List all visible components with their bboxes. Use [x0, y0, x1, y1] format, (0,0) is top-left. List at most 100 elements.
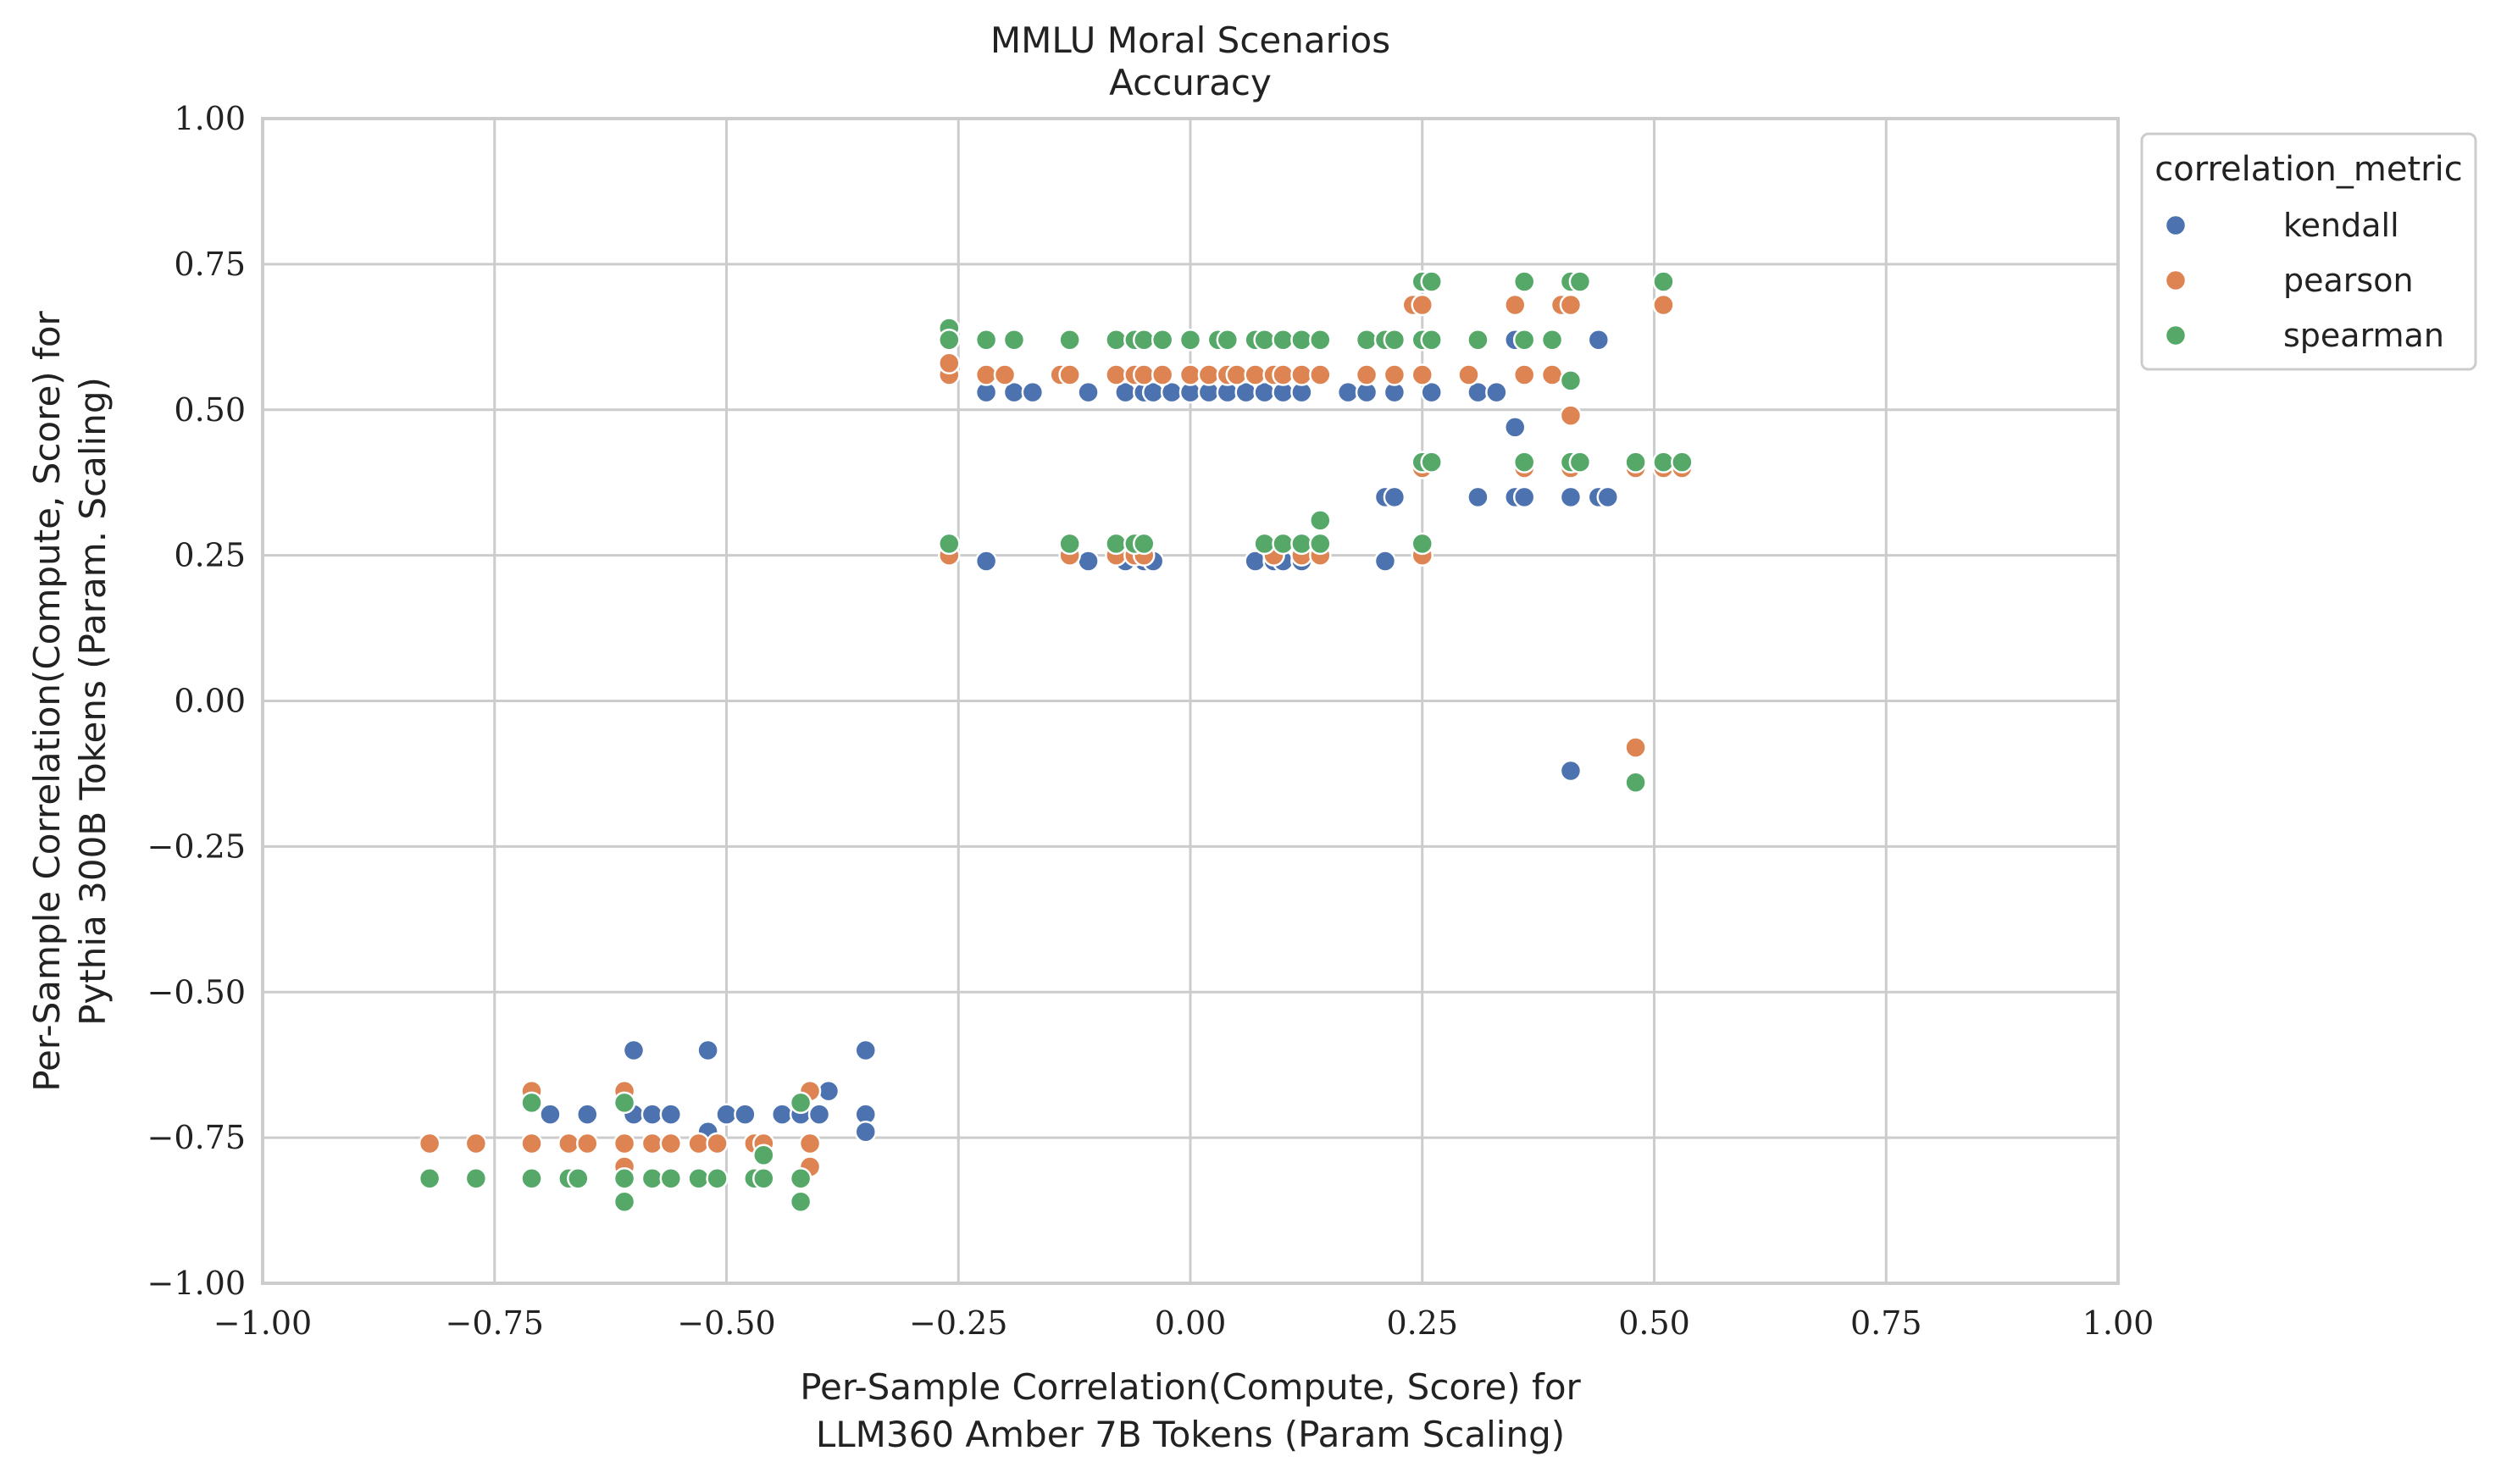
- spearman-point: [1512, 329, 1536, 352]
- kendall-point: [854, 1038, 877, 1062]
- kendall-point: [539, 1103, 562, 1126]
- spearman-point: [1568, 270, 1592, 293]
- spearman-point: [1133, 329, 1156, 352]
- data-points: [418, 270, 1694, 1213]
- pearson-point: [938, 352, 961, 374]
- kendall-point: [1383, 485, 1406, 509]
- spearman-point: [789, 1091, 812, 1115]
- spearman-point: [752, 1167, 775, 1190]
- pearson-point: [1272, 363, 1295, 386]
- kendall-point: [1512, 485, 1536, 509]
- spearman-point: [789, 1167, 812, 1190]
- x-tick-label: −0.75: [446, 1304, 544, 1342]
- pearson-point: [1290, 363, 1313, 386]
- pearson-point: [1504, 293, 1527, 317]
- legend-label-kendall: kendall: [2283, 207, 2399, 244]
- pearson-point: [1652, 293, 1675, 317]
- spearman-point: [1624, 451, 1647, 473]
- y-tick-label: −0.50: [147, 973, 246, 1011]
- kendall-point: [1587, 329, 1611, 352]
- legend-marker-spearman: [2164, 324, 2188, 347]
- y-tick-label: −0.75: [147, 1119, 246, 1156]
- pearson-point: [464, 1132, 488, 1155]
- kendall-point: [1077, 550, 1100, 573]
- kendall-point: [715, 1103, 738, 1126]
- spearman-point: [1568, 451, 1592, 473]
- kendall-point: [1373, 550, 1397, 573]
- legend: correlation_metric kendall pearson spearma…: [2140, 132, 2477, 371]
- spearman-point: [1272, 532, 1295, 556]
- y-axis-label-line2: Pythia 300B Tokens (Param. Scaling): [72, 377, 114, 1026]
- legend-label-pearson: pearson: [2283, 262, 2414, 299]
- y-tick-labels: −1.00 −0.75 −0.50 −0.25 0.00 0.25 0.50 0.75 1.00: [147, 100, 246, 1302]
- kendall-point: [1485, 380, 1508, 404]
- y-tick-label: −1.00: [147, 1265, 246, 1302]
- spearman-point: [1467, 329, 1489, 352]
- pearson-point: [520, 1132, 543, 1155]
- plot-frame: [261, 117, 2120, 1285]
- kendall-point: [1596, 485, 1619, 509]
- spearman-point: [1216, 329, 1239, 352]
- spearman-point: [520, 1167, 543, 1190]
- spearman-point: [1420, 329, 1443, 352]
- x-tick-labels: −1.00 −0.75 −0.50 −0.25 0.00 0.25 0.50 0.75 1.00: [214, 1304, 2154, 1342]
- pearson-point: [798, 1132, 822, 1155]
- x-tick-label: 0.50: [1618, 1304, 1690, 1342]
- spearman-point: [1290, 532, 1313, 556]
- pearson-point: [613, 1132, 636, 1155]
- spearman-point: [567, 1167, 590, 1190]
- spearman-point: [1178, 329, 1202, 352]
- spearman-point: [1652, 270, 1675, 293]
- pearson-point: [993, 363, 1017, 386]
- pearson-point: [1244, 363, 1267, 386]
- legend-marker-pearson: [2164, 269, 2188, 292]
- x-tick-label: 1.00: [2082, 1304, 2154, 1342]
- kendall-point: [1559, 485, 1583, 509]
- kendall-point: [1559, 759, 1583, 783]
- pearson-point: [1411, 293, 1434, 317]
- kendall-point: [734, 1103, 757, 1126]
- x-tick-label: 0.25: [1386, 1304, 1458, 1342]
- kendall-point: [640, 1103, 664, 1126]
- spearman-point: [1058, 532, 1081, 556]
- spearman-point: [1105, 532, 1128, 556]
- pearson-point: [418, 1132, 441, 1155]
- pearson-point: [1540, 363, 1564, 386]
- kendall-point: [807, 1103, 831, 1126]
- kendall-point: [1504, 416, 1527, 439]
- pearson-point: [1512, 363, 1536, 386]
- x-axis-label-line1: Per-Sample Correlation(Compute, Score) f…: [800, 1366, 1581, 1408]
- series-kendall: [539, 329, 1619, 1143]
- kendall-point: [817, 1079, 840, 1103]
- pearson-point: [1105, 363, 1128, 386]
- pearson-point: [687, 1132, 710, 1155]
- legend-marker-kendall: [2164, 213, 2188, 237]
- chart-subtitle: Accuracy: [1109, 62, 1272, 103]
- spearman-point: [1253, 532, 1276, 556]
- series-pearson: [418, 293, 1694, 1178]
- pearson-point: [1624, 736, 1647, 759]
- pearson-point: [1457, 363, 1480, 386]
- pearson-point: [1197, 363, 1221, 386]
- pearson-point: [659, 1132, 683, 1155]
- spearman-point: [1383, 329, 1406, 352]
- x-tick-label: 0.00: [1155, 1304, 1227, 1342]
- legend-title: correlation_metric: [2154, 150, 2462, 189]
- chart-title: MMLU Moral Scenarios: [990, 19, 1390, 61]
- x-axis-label-line2: LLM360 Amber 7B Tokens (Param Scaling): [816, 1414, 1565, 1455]
- kendall-point: [1467, 485, 1489, 509]
- spearman-point: [1355, 329, 1378, 352]
- spearman-point: [1652, 451, 1675, 473]
- spearman-point: [1309, 509, 1332, 532]
- y-tick-label: 0.50: [174, 391, 246, 429]
- pearson-point: [1309, 363, 1332, 386]
- pearson-point: [557, 1132, 580, 1155]
- spearman-point: [1002, 329, 1026, 352]
- kendall-point: [1336, 380, 1360, 404]
- spearman-point: [706, 1167, 729, 1190]
- pearson-point: [1178, 363, 1202, 386]
- spearman-point: [1411, 532, 1434, 556]
- spearman-point: [1420, 270, 1443, 293]
- pearson-point: [576, 1132, 599, 1155]
